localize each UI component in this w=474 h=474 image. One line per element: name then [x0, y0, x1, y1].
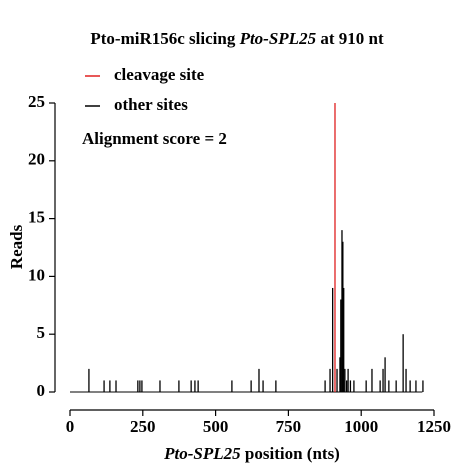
legend-label: cleavage site	[114, 65, 205, 84]
x-tick-label: 750	[276, 417, 302, 436]
y-tick-label: 0	[37, 381, 46, 400]
x-tick-label: 0	[66, 417, 75, 436]
x-axis-title: Pto-SPL25 position (nts)	[163, 444, 340, 463]
legend-label: other sites	[114, 95, 188, 114]
chart-title: Pto-miR156c slicing Pto-SPL25 at 910 nt	[90, 29, 384, 48]
y-tick-label: 25	[28, 92, 45, 111]
y-tick-label: 15	[28, 208, 45, 227]
x-tick-label: 500	[203, 417, 229, 436]
x-tick-label: 1250	[417, 417, 451, 436]
y-axis-title: Reads	[7, 224, 26, 269]
y-tick-label: 5	[37, 323, 46, 342]
y-tick-label: 10	[28, 265, 45, 284]
y-tick-label: 20	[28, 150, 45, 169]
x-tick-label: 1000	[344, 417, 378, 436]
annotation: Alignment score = 2	[82, 129, 227, 148]
x-tick-label: 250	[130, 417, 156, 436]
